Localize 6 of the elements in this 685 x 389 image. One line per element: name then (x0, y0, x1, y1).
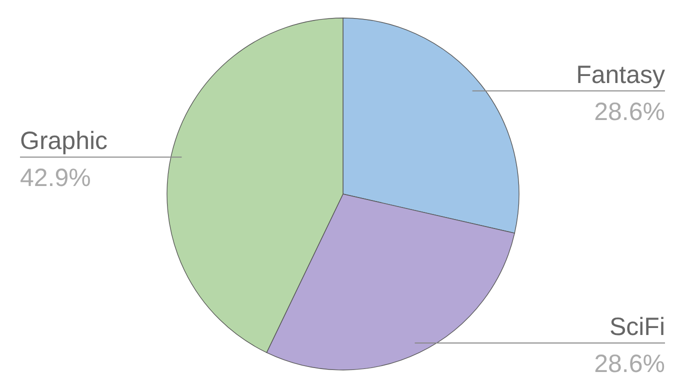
slice-label: Fantasy (576, 60, 666, 89)
slice-label: SciFi (609, 313, 665, 342)
data-label: 42.9% (20, 164, 91, 192)
data-label: 28.6% (594, 350, 665, 378)
slice-label: Graphic (20, 127, 108, 156)
data-label: 28.6% (594, 98, 665, 126)
